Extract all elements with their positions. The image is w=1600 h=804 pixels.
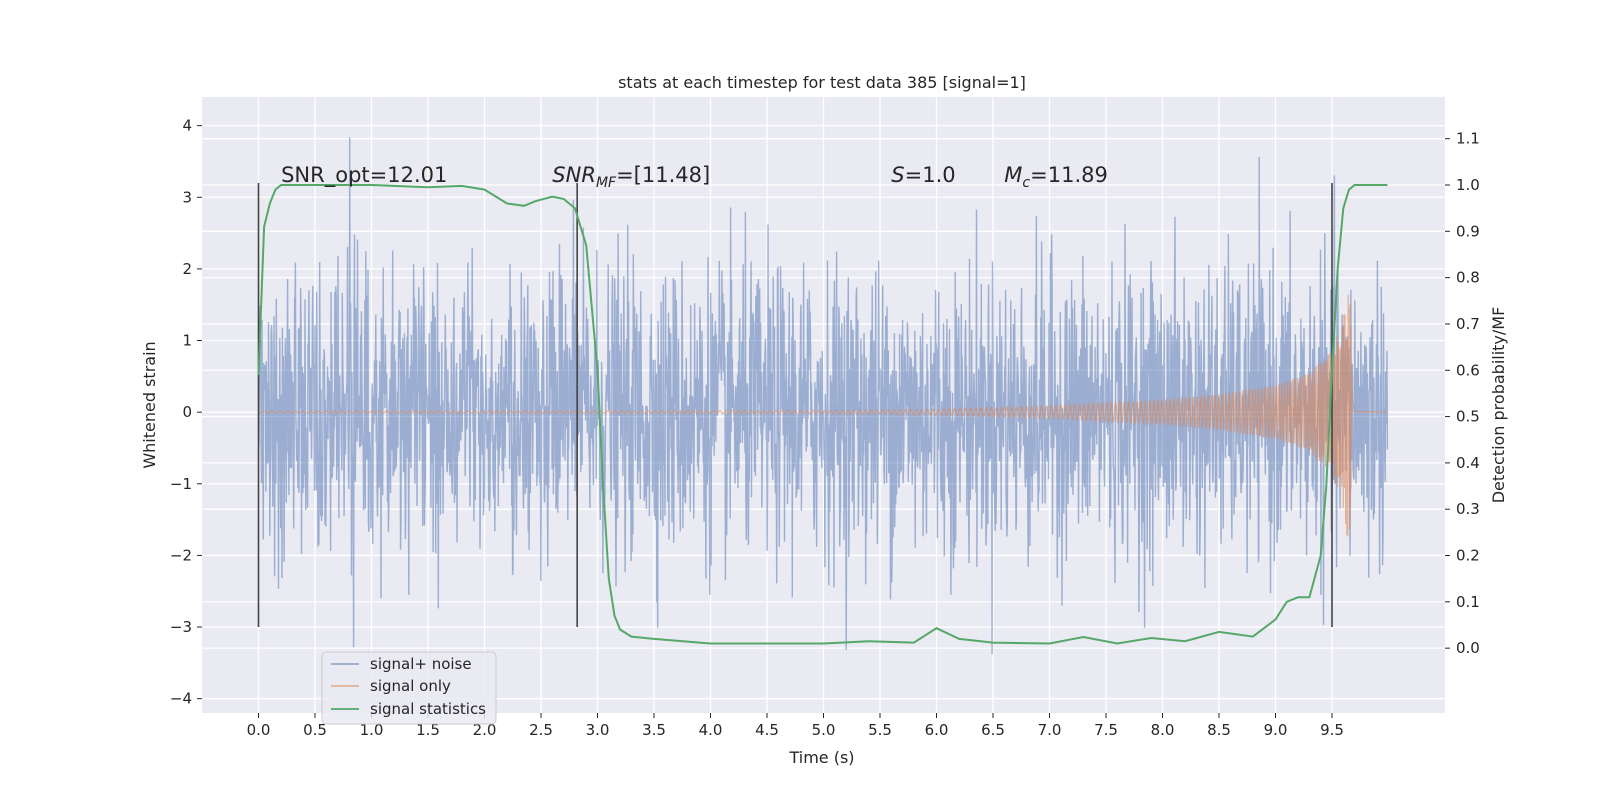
x-tick-label: 0.5 [303, 721, 327, 739]
x-tick-label: 6.0 [925, 721, 949, 739]
y2-tick-label: 0.3 [1456, 500, 1480, 518]
x-tick-label: 1.5 [416, 721, 440, 739]
vertical-markers [257, 182, 1333, 628]
y2-tick-label: 1.0 [1456, 176, 1480, 194]
y-tick-label: 3 [182, 188, 192, 206]
y2-tick-label: 0.6 [1456, 361, 1480, 379]
x-tick-label: 8.0 [1151, 721, 1175, 739]
signal-only-series [258, 294, 1388, 537]
x-tick-label: 4.5 [755, 721, 779, 739]
x-tick-label: 7.0 [1038, 721, 1062, 739]
y2-tick-label: 0.0 [1456, 639, 1480, 657]
y2-tick-label: 0.8 [1456, 269, 1480, 287]
signal-statistics-series [257, 184, 1388, 645]
x-tick-label: 3.0 [586, 721, 610, 739]
x-axis-label: Time (s) [788, 748, 854, 767]
chart-title: stats at each timestep for test data 385… [618, 73, 1026, 92]
x-tick-label: 2.0 [473, 721, 497, 739]
x-tick-label: 5.0 [812, 721, 836, 739]
y2-tick-label: 0.2 [1456, 547, 1480, 565]
x-tick-label: 4.0 [699, 721, 723, 739]
y-tick-label: −2 [170, 546, 192, 564]
annotation-text: SNRMF=[11.48] [552, 163, 710, 191]
y2-tick-labels: 1.1 1.0 0.9 0.8 0.7 0.6 0.5 0.4 0.3 0.2 0.1 0.0 [1445, 130, 1480, 657]
x-tick-label: 8.5 [1207, 721, 1231, 739]
x-tick-label: 5.5 [868, 721, 892, 739]
signal-statistics-line [257, 184, 1388, 645]
legend-label-signal-statistics: signal statistics [370, 700, 486, 718]
x-tick-label: 6.5 [981, 721, 1005, 739]
annotation-text: Mc=11.89 [1004, 163, 1108, 191]
y2-axis-label: Detection probability/MF [1489, 307, 1508, 504]
annotation-text: S=1.0 [891, 163, 955, 187]
x-tick-label: 9.5 [1320, 721, 1344, 739]
y2-tick-label: 0.9 [1456, 222, 1480, 240]
signal-only-line [258, 294, 1388, 537]
annotation-text: SNR_opt=12.01 [281, 163, 447, 188]
y-tick-label: 1 [182, 332, 192, 350]
y-tick-label: −3 [170, 618, 192, 636]
legend-label-signal-noise: signal+ noise [370, 655, 472, 673]
y-tick-label: 0 [182, 403, 192, 421]
y-tick-labels: 4 3 2 1 0 −1 −2 −3 −4 [170, 117, 202, 708]
y-tick-label: −1 [170, 475, 192, 493]
y-axis-label: Whitened strain [140, 341, 159, 468]
y2-tick-label: 0.5 [1456, 408, 1480, 426]
y2-tick-label: 0.7 [1456, 315, 1480, 333]
y-tick-label: 2 [182, 260, 192, 278]
legend: signal+ noise signal only signal statist… [321, 651, 497, 725]
legend-label-signal-only: signal only [370, 677, 451, 695]
x-tick-label: 7.5 [1094, 721, 1118, 739]
y2-tick-label: 0.1 [1456, 593, 1480, 611]
x-tick-label: 0.0 [247, 721, 271, 739]
legend-box [321, 651, 497, 725]
x-tick-labels: 0.0 0.5 1.0 1.5 2.0 2.5 3.0 3.5 4.0 4.5 5.0 5.5 6.0 6… [247, 713, 1344, 739]
y2-tick-label: 1.1 [1456, 130, 1480, 148]
y-tick-label: −4 [170, 690, 192, 708]
y2-tick-label: 0.4 [1456, 454, 1480, 472]
x-tick-label: 9.0 [1264, 721, 1288, 739]
x-tick-label: 3.5 [642, 721, 666, 739]
y-tick-label: 4 [182, 117, 192, 135]
x-tick-label: 1.0 [360, 721, 384, 739]
annotations: SNR_opt=12.01 SNRMF=[11.48] S=1.0 Mc=11.89 [281, 163, 1108, 191]
x-tick-label: 2.5 [529, 721, 553, 739]
